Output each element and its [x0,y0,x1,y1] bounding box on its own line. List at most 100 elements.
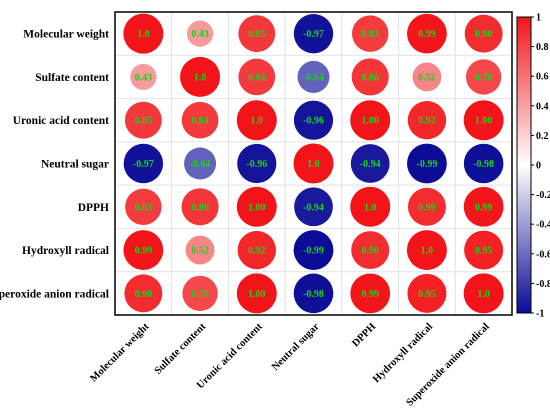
correlation-circle [293,273,334,314]
correlation-circle [182,275,218,312]
correlation-circle [186,20,214,47]
correlation-value: -0.99 [417,159,438,170]
correlation-value: 0.99 [135,246,153,257]
correlation-value: 0.43 [191,29,209,40]
correlation-circle [465,59,502,95]
row-label: Hydroxyll radical [22,245,109,257]
correlation-value: 0.95 [475,246,493,257]
correlation-value: 0.86 [361,72,379,83]
correlation-circle [412,62,442,92]
colorbar-tick-label: 0.8 [536,42,549,53]
correlation-circle [297,60,330,93]
correlation-value: -0.64 [303,72,324,83]
correlation-circle [406,230,447,271]
correlation-value: 0.52 [418,72,436,83]
correlation-value: 0.90 [135,289,153,300]
colorbar-tick-label: 1 [536,13,541,24]
correlation-circle [407,187,446,226]
correlation-value: 0.92 [248,246,266,257]
correlation-circle [236,273,277,314]
row-labels: Molecular weight Sulfate content Uronic ac… [0,29,109,301]
correlation-value: 1.00 [475,116,493,127]
correlation-circle [350,100,391,141]
correlation-circle [184,147,217,180]
colorbar-tick-label: 0.4 [536,101,549,112]
correlation-circle [463,186,504,227]
correlation-value: -0.94 [303,202,324,213]
colorbar-tick-label: -1 [536,309,544,320]
column-label: Neutral sugar [270,321,322,373]
correlation-circle [351,15,389,52]
correlation-circle [463,143,504,184]
row-label: Uronic acid content [13,115,109,127]
correlation-value: 0.78 [475,72,493,83]
correlation-value: 1.0 [477,289,490,300]
correlation-value: 1.00 [248,202,266,213]
correlation-value: 0.84 [248,72,266,83]
correlation-value: 0.43 [135,72,153,83]
colorbar-tick-label: 0.2 [536,131,549,142]
colorbar-tick-label: -0.6 [536,249,550,260]
correlation-value: 1.0 [364,202,377,213]
correlation-circle [123,13,164,54]
correlation-value: 0.84 [191,116,209,127]
correlation-circle [463,273,504,314]
column-label: Sulfate content [153,321,209,377]
correlation-circle [350,273,391,314]
correlation-circle [181,101,219,139]
correlation-circle [124,101,162,139]
correlation-value: 0.90 [361,246,379,257]
correlation-circle [407,101,447,140]
row-label: Molecular weight [23,29,109,41]
correlation-value: 0.83 [361,29,379,40]
correlation-circle [123,143,164,184]
correlation-value: -0.99 [303,246,324,257]
column-label: DPPH [350,321,378,349]
column-label: Molecular weight [88,321,151,384]
correlation-circle [238,58,276,96]
row-label: DPPH [78,202,109,214]
correlation-value: 1.00 [248,289,266,300]
correlation-value: -0.98 [473,159,494,170]
correlation-circle [464,14,503,53]
correlation-circle [125,188,162,226]
colorbar-ticks: 1 0.8 0.6 0.4 0.2 0 -0.2 -0.4 -0.6 -0.8 -1 [531,13,550,320]
correlation-circle [238,15,276,53]
correlation-circle [293,100,334,140]
correlation-circle [464,230,504,270]
correlation-circle [407,273,447,313]
matrix-cells: 1.0 0.43 0.85 -0.97 0.83 0.99 0.90 0.43 1.0 0.84 -… [115,12,512,315]
correlation-circle [407,13,447,54]
correlation-value: -0.96 [246,159,267,170]
correlation-value: 1.0 [421,246,434,257]
colorbar-tick-label: -0.4 [536,220,550,231]
correlation-value: -0.64 [190,159,211,170]
correlation-circle [463,100,504,141]
correlation-circle [180,56,221,97]
row-label: Sulfate content [35,72,109,84]
correlation-value: 0.90 [418,202,436,213]
correlation-value: 1.0 [251,116,264,127]
correlation-circle [124,274,163,313]
correlation-value: 1.0 [137,29,150,40]
correlation-value: 0.99 [361,289,379,300]
correlation-value: 0.86 [191,202,209,213]
correlation-value: 0.52 [191,246,209,257]
colorbar-tick-label: -0.2 [536,190,550,201]
correlation-circle [351,58,389,96]
column-label: Hydroxyll radical [371,321,435,385]
correlation-value: 0.92 [418,116,436,127]
plot-border [114,11,513,316]
correlation-circle [293,13,334,54]
correlation-circle [351,231,390,270]
correlation-circle [294,187,333,227]
correlation-value: -0.97 [303,29,324,40]
correlation-circle [236,100,277,141]
correlation-value: 0.95 [418,289,436,300]
correlation-value: 1.00 [361,116,379,127]
correlation-circle [123,230,164,270]
correlation-value: 0.99 [475,202,493,213]
colorbar-tick-label: 0 [536,161,541,172]
